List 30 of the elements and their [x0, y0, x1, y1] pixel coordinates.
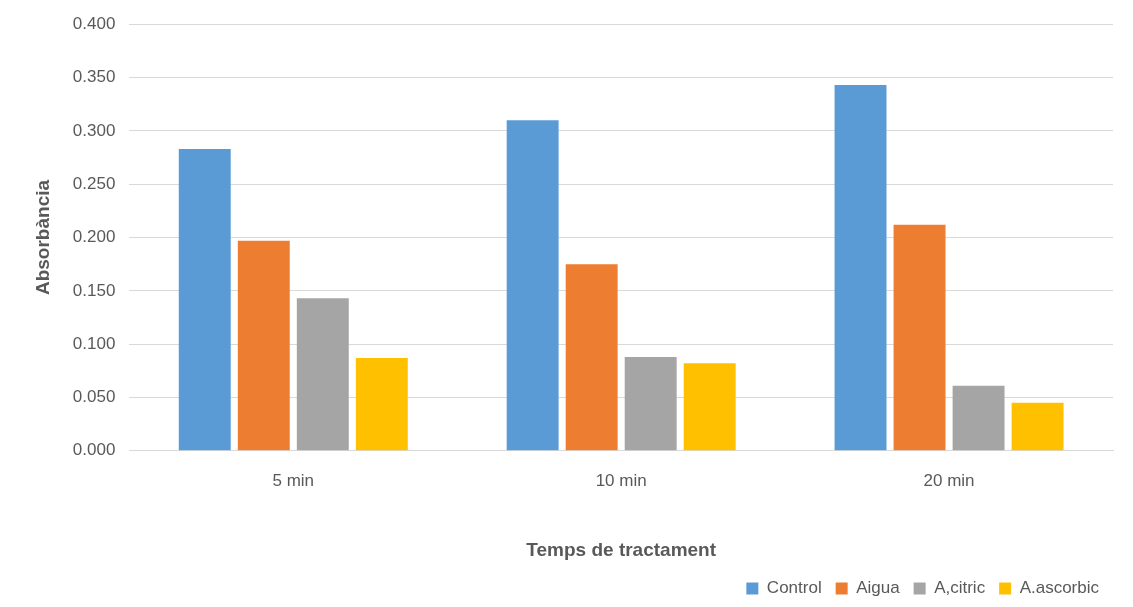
- y-tick-label: 0.100: [72, 333, 116, 353]
- bar: [296, 298, 349, 451]
- bar: [683, 363, 736, 451]
- bar: [834, 84, 887, 451]
- legend-label: Control: [766, 578, 822, 598]
- bar: [565, 264, 618, 451]
- y-tick-label: 0.050: [72, 387, 116, 407]
- bar: [355, 358, 408, 451]
- x-tick-label: 5 min: [272, 470, 315, 490]
- legend-label: A,citric: [934, 578, 986, 598]
- x-tick-label: 10 min: [595, 470, 647, 490]
- y-tick-label: 0.300: [72, 120, 116, 140]
- bar: [178, 148, 231, 451]
- y-tick-label: 0.350: [72, 67, 116, 87]
- bar: [952, 385, 1005, 451]
- legend-label: Aigua: [856, 578, 901, 598]
- y-axis-title: Absorbància: [31, 179, 53, 296]
- y-tick-label: 0.200: [72, 227, 116, 247]
- y-tick-label: 0.250: [72, 173, 116, 193]
- bar: [893, 224, 946, 451]
- bar: [506, 120, 559, 451]
- y-tick-label: 0.400: [72, 13, 116, 33]
- y-tick-label: 0.000: [72, 440, 116, 460]
- bar: [237, 240, 290, 451]
- bar: [624, 356, 677, 451]
- x-tick-label: 20 min: [923, 470, 975, 490]
- bar: [1011, 402, 1064, 451]
- x-axis-title: Temps de tractament: [526, 538, 717, 560]
- y-tick-label: 0.150: [72, 280, 116, 300]
- legend-label: A.ascorbic: [1019, 578, 1100, 598]
